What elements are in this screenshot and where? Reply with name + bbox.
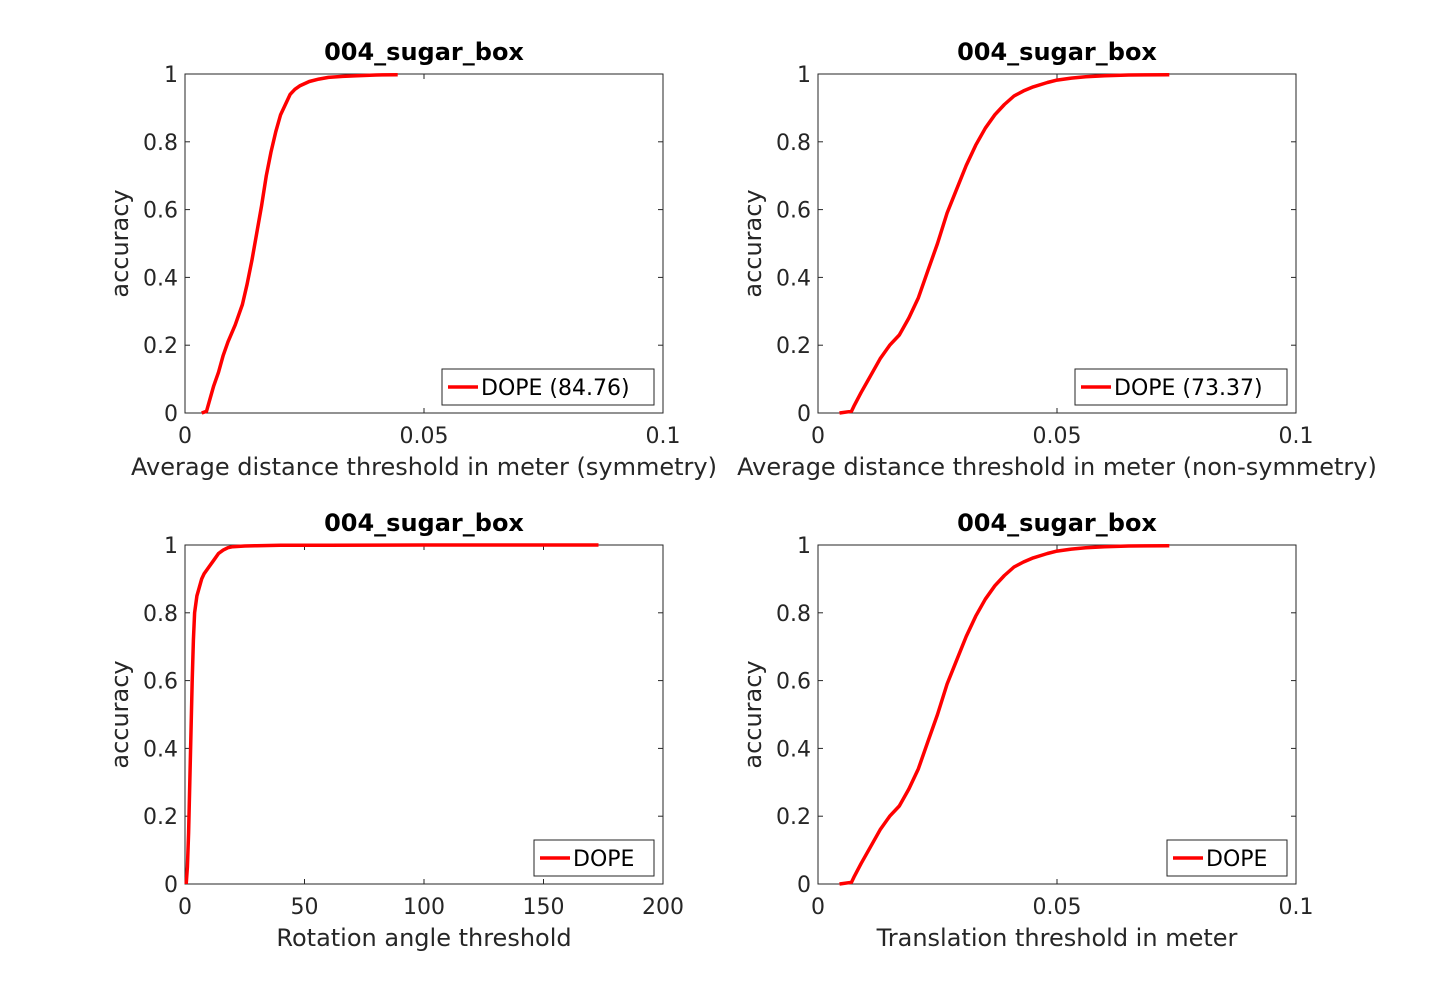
axes-box — [817, 544, 1297, 885]
y-axis-label: accuracy — [106, 660, 134, 768]
y-tick-label: 0.6 — [143, 670, 178, 695]
x-axis-label: Average distance threshold in meter (non… — [737, 453, 1377, 481]
y-tick-label: 0.8 — [776, 131, 811, 156]
subplot-2: 0 0.05 0.1 0 0.2 0.4 0.6 0.8 1 004_sugar_box Avera… — [737, 38, 1377, 481]
legend-label: DOPE (73.37) — [1114, 376, 1263, 401]
legend-label: DOPE — [1206, 847, 1267, 872]
series-line-1 — [184, 543, 599, 885]
chart-title: 004_sugar_box — [957, 38, 1157, 66]
legend-label: DOPE (84.76) — [481, 376, 630, 401]
y-tick-label: 1 — [797, 534, 811, 559]
x-tick-label: 0.1 — [1279, 424, 1314, 449]
legend: DOPE (73.37) — [1074, 368, 1288, 406]
axes-box — [184, 73, 664, 414]
y-axis-label: accuracy — [739, 660, 767, 768]
x-tick-label: 200 — [642, 895, 684, 920]
y-tick-label: 0 — [164, 402, 178, 427]
y-tick-label: 0 — [797, 402, 811, 427]
x-tick-label: 0.1 — [1279, 895, 1314, 920]
x-tick-label: 0.05 — [1033, 424, 1082, 449]
x-axis-label: Translation threshold in meter — [876, 924, 1238, 952]
y-tick-label: 0.2 — [143, 334, 178, 359]
legend: DOPE — [1166, 839, 1288, 877]
y-axis-label: accuracy — [106, 189, 134, 297]
y-tick-label: 0.8 — [143, 131, 178, 156]
x-axis-label: Rotation angle threshold — [276, 924, 571, 952]
x-tick-label: 100 — [403, 895, 445, 920]
series-line-1 — [839, 543, 1170, 886]
y-tick-label: 1 — [797, 63, 811, 88]
y-tick-label: 1 — [164, 534, 178, 559]
subplot-3: 0 50 100 150 200 0 0.2 0.4 0.6 0.8 1 004_sugar_box R… — [106, 509, 684, 952]
y-axis-label: accuracy — [739, 189, 767, 297]
subplot-1: 0 0.05 0.1 0 0.2 0.4 0.6 0.8 1 004_sugar_box Avera… — [106, 38, 717, 481]
y-tick-label: 1 — [164, 63, 178, 88]
x-tick-label: 0 — [811, 424, 825, 449]
axes-box — [817, 73, 1297, 414]
chart-title: 004_sugar_box — [324, 38, 524, 66]
x-tick-label: 50 — [291, 895, 319, 920]
legend: DOPE — [533, 839, 655, 877]
y-tick-label: 0 — [797, 873, 811, 898]
y-tick-label: 0.2 — [776, 334, 811, 359]
y-tick-label: 0.4 — [143, 737, 178, 762]
x-tick-label: 0.05 — [400, 424, 449, 449]
axes-box — [184, 544, 664, 885]
y-tick-label: 0.4 — [776, 737, 811, 762]
x-tick-label: 0 — [178, 895, 192, 920]
series-line-1 — [201, 72, 398, 415]
chart-title: 004_sugar_box — [324, 509, 524, 537]
x-tick-label: 150 — [523, 895, 565, 920]
x-tick-label: 0.1 — [646, 424, 681, 449]
y-tick-label: 0.6 — [776, 199, 811, 224]
y-tick-label: 0.4 — [143, 266, 178, 291]
y-tick-label: 0.8 — [143, 602, 178, 627]
y-tick-label: 0.2 — [143, 805, 178, 830]
y-tick-label: 0.2 — [776, 805, 811, 830]
subplot-4: 0 0.05 0.1 0 0.2 0.4 0.6 0.8 1 004_sugar_box Trans… — [739, 509, 1314, 952]
x-tick-label: 0 — [178, 424, 192, 449]
y-tick-label: 0.4 — [776, 266, 811, 291]
legend-label: DOPE — [573, 847, 634, 872]
chart-title: 004_sugar_box — [957, 509, 1157, 537]
series-line-1 — [839, 72, 1170, 415]
x-tick-label: 0 — [811, 895, 825, 920]
x-tick-label: 0.05 — [1033, 895, 1082, 920]
x-axis-label: Average distance threshold in meter (sym… — [131, 453, 717, 481]
y-tick-label: 0.8 — [776, 602, 811, 627]
y-tick-label: 0.6 — [143, 199, 178, 224]
y-tick-label: 0.6 — [776, 670, 811, 695]
legend: DOPE (84.76) — [441, 368, 655, 406]
y-tick-label: 0 — [164, 873, 178, 898]
